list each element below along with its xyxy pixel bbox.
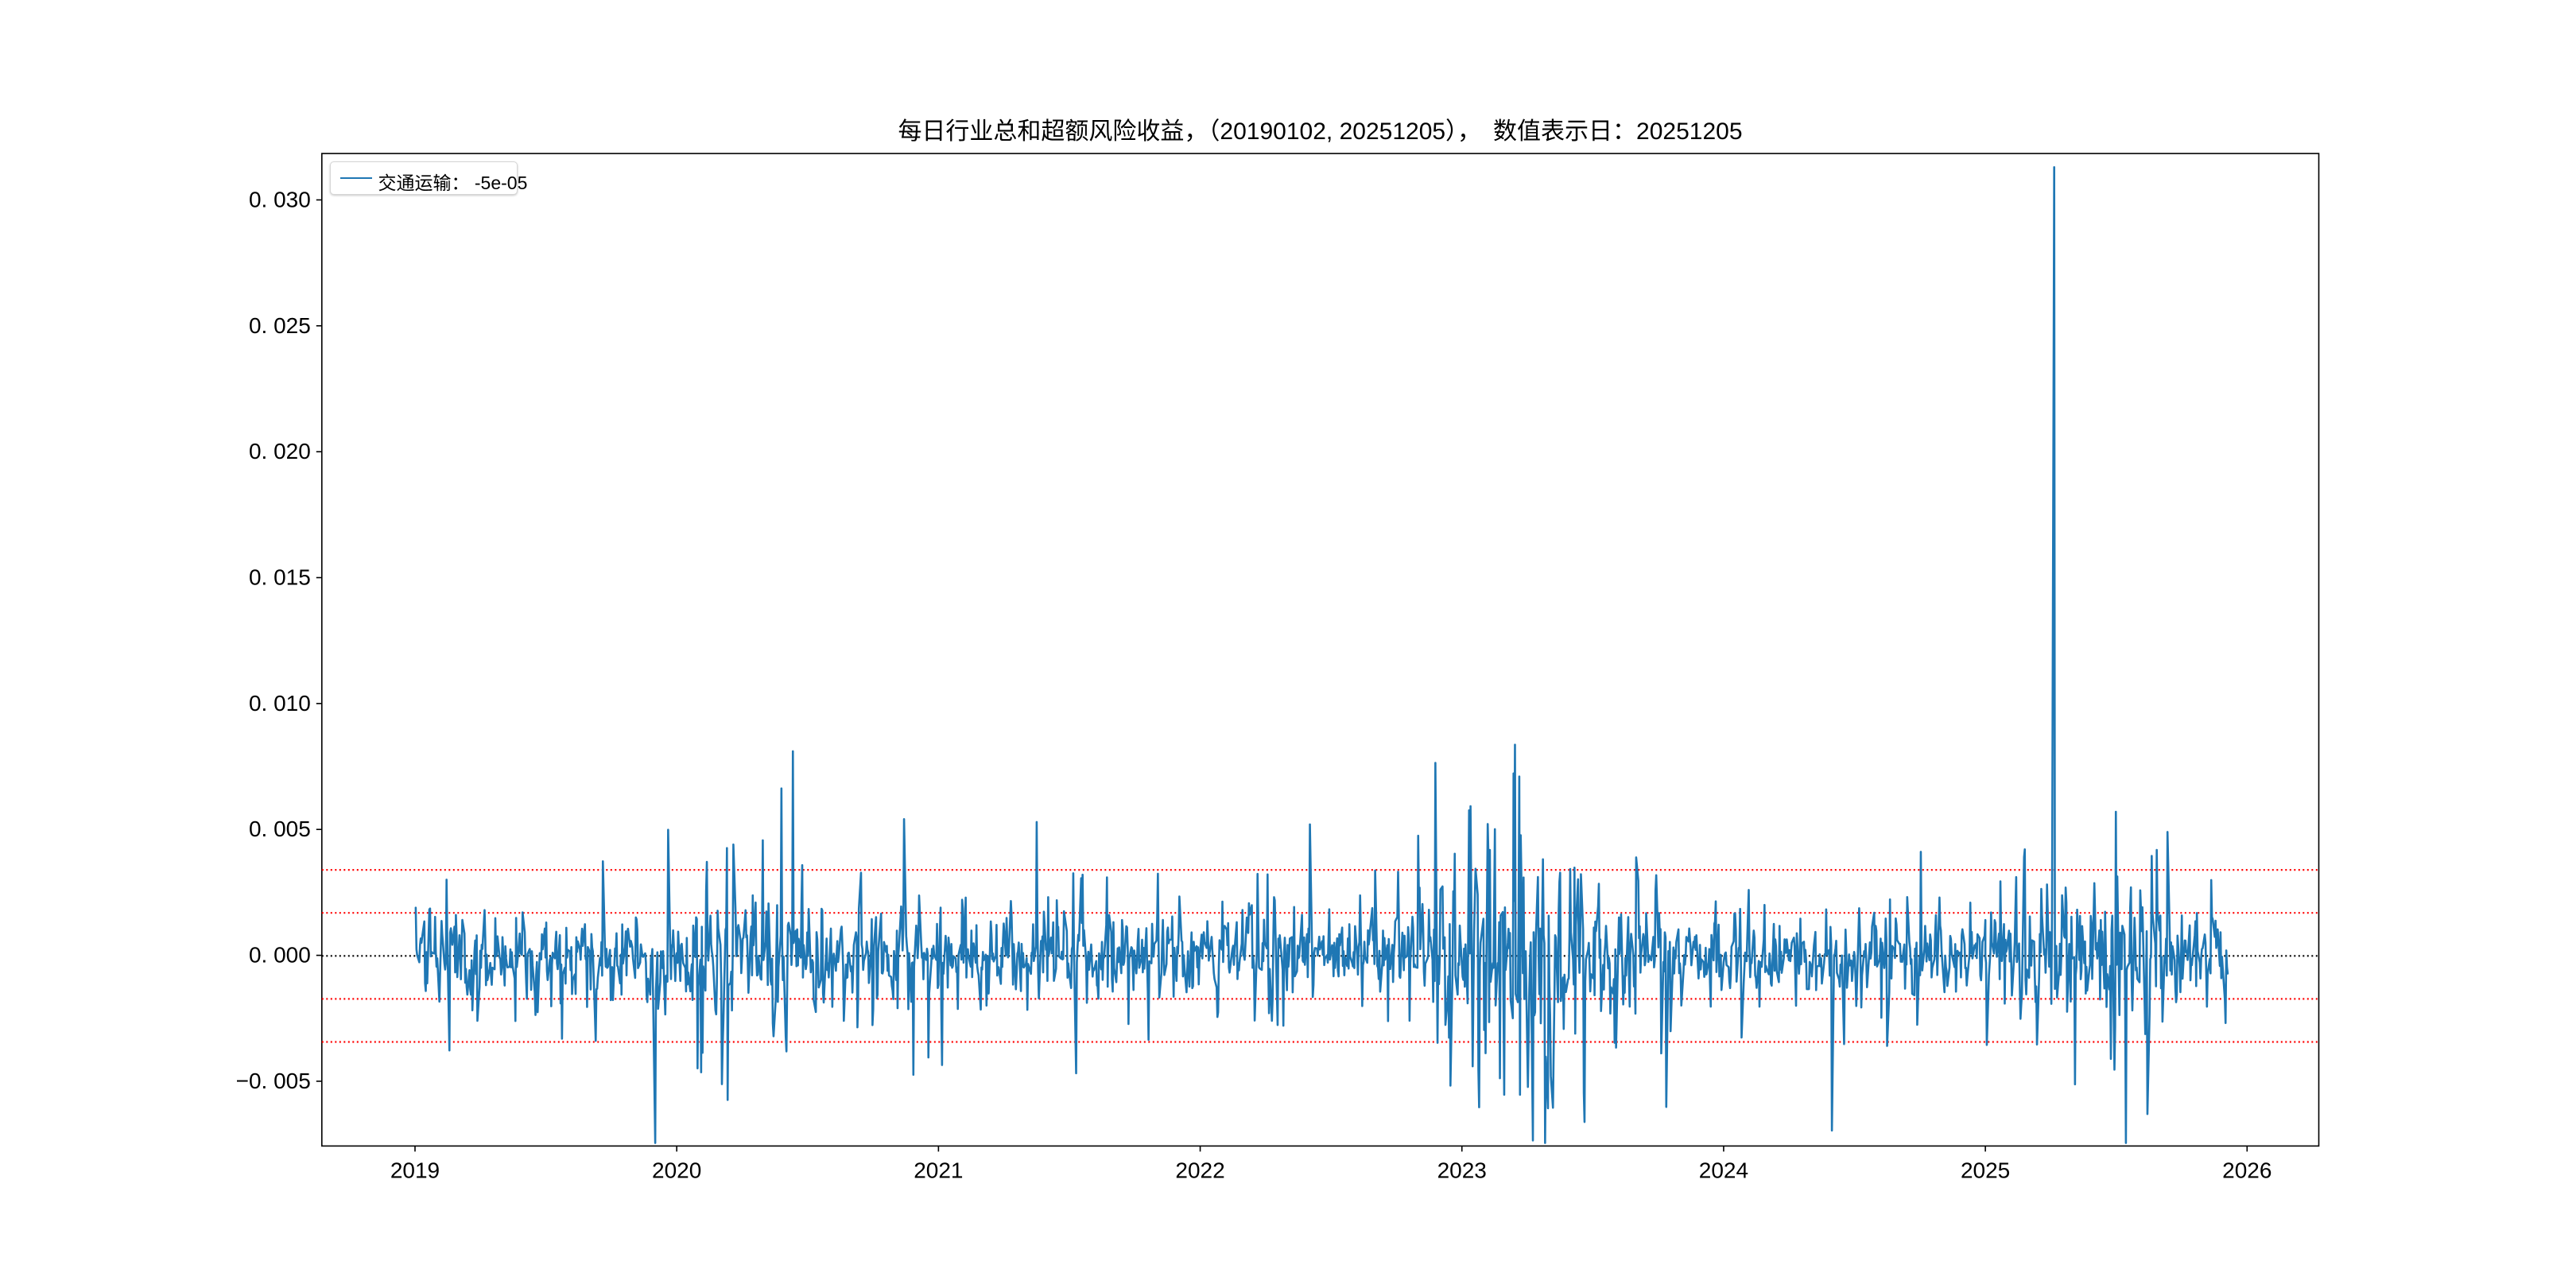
svg-text:−0. 005: −0. 005 [236, 1069, 311, 1093]
svg-text:0. 010: 0. 010 [249, 691, 311, 716]
svg-text:2026: 2026 [2222, 1158, 2271, 1182]
svg-text:2025: 2025 [1961, 1158, 2010, 1182]
svg-text:0. 005: 0. 005 [249, 817, 311, 841]
svg-text:0. 015: 0. 015 [249, 565, 311, 590]
svg-text:0. 020: 0. 020 [249, 439, 311, 464]
svg-text:0. 025: 0. 025 [249, 313, 311, 338]
svg-text:2024: 2024 [1699, 1158, 1748, 1182]
svg-text:2019: 2019 [390, 1158, 440, 1182]
svg-text:0. 000: 0. 000 [249, 943, 311, 968]
svg-text:2023: 2023 [1437, 1158, 1487, 1182]
svg-text:2021: 2021 [914, 1158, 963, 1182]
svg-text:2020: 2020 [652, 1158, 701, 1182]
svg-text:0. 030: 0. 030 [249, 187, 311, 211]
svg-text:2022: 2022 [1175, 1158, 1224, 1182]
